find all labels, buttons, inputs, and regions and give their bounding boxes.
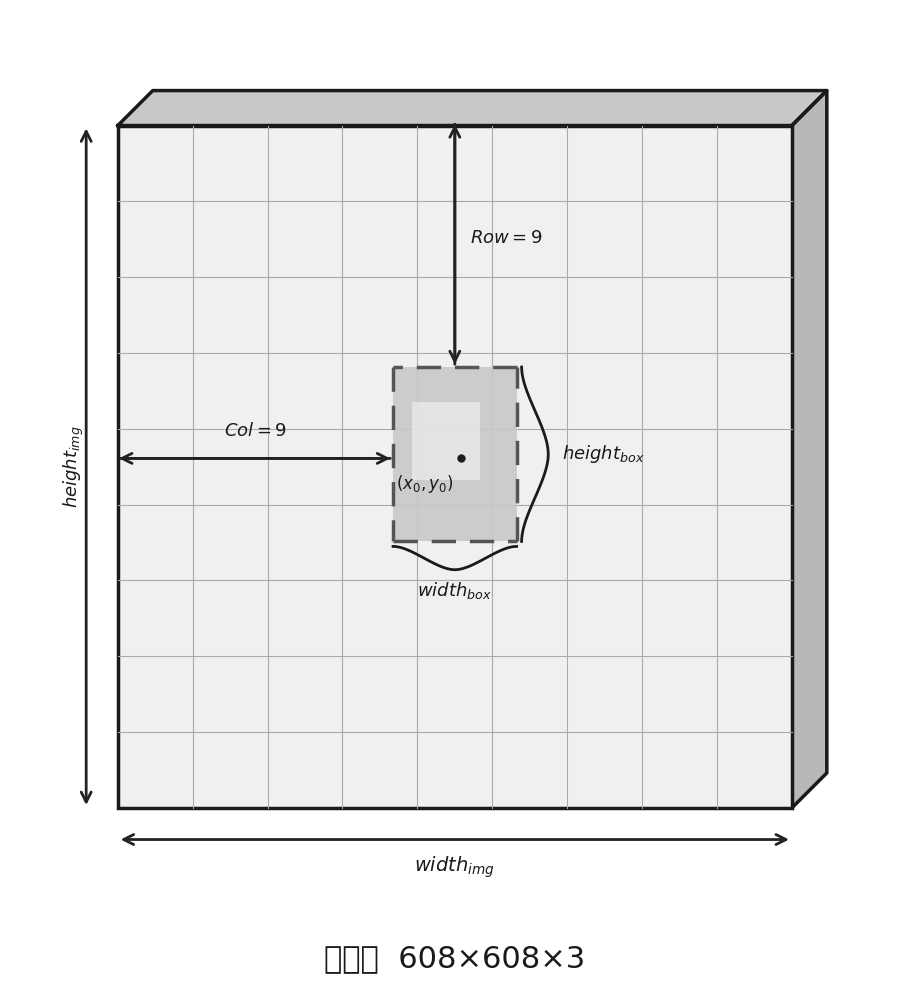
Text: $(x_0,y_0)$: $(x_0,y_0)$ (397, 473, 454, 495)
Polygon shape (792, 91, 827, 808)
Text: $Col=9$: $Col=9$ (224, 422, 287, 440)
Text: $Row=9$: $Row=9$ (470, 229, 543, 247)
Bar (411, 402, 479, 480)
Text: $width_{box}$: $width_{box}$ (418, 580, 492, 601)
Text: 输入：  608×608×3: 输入： 608×608×3 (324, 944, 586, 973)
Bar (393, 367, 517, 541)
Bar (118, 126, 792, 808)
Text: $height_{img}$: $height_{img}$ (62, 425, 85, 508)
Text: $height_{box}$: $height_{box}$ (563, 443, 645, 465)
Text: $width_{img}$: $width_{img}$ (414, 855, 496, 880)
Polygon shape (118, 91, 827, 126)
